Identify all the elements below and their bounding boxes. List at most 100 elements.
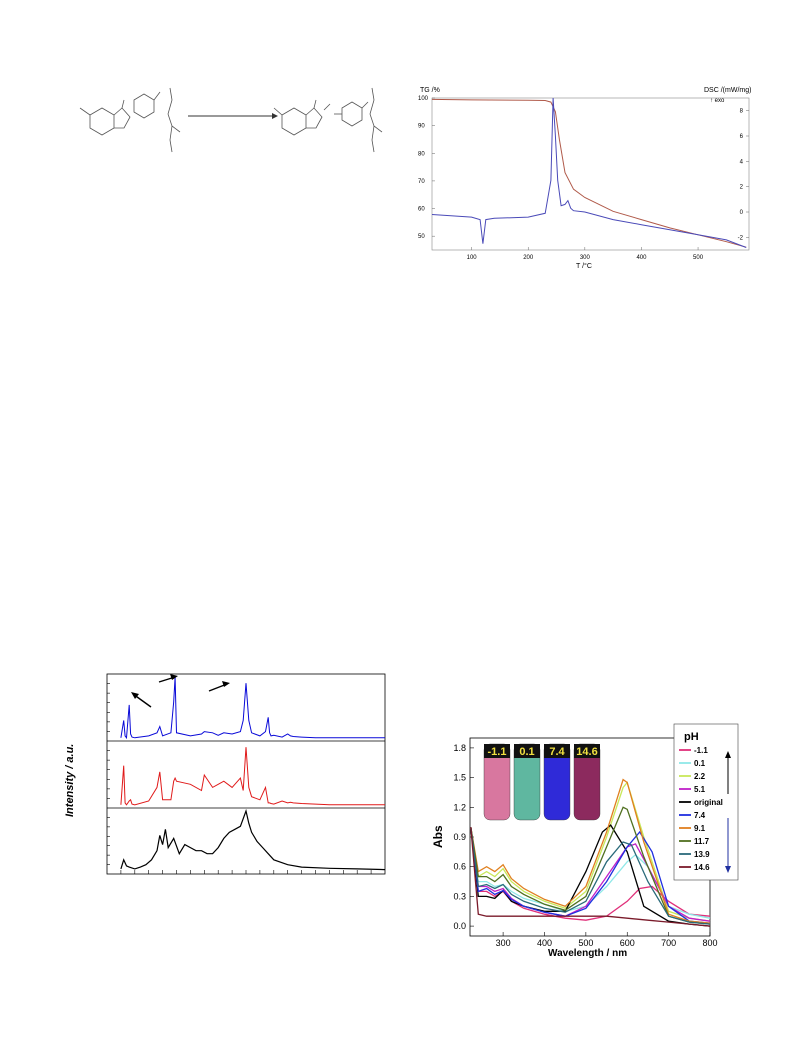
tg-x-tick-label: 100	[467, 255, 478, 261]
reaction-scheme	[60, 70, 400, 180]
dsc-tick-label: 0	[740, 210, 744, 216]
reactant-phenyl	[133, 91, 161, 119]
tg-x-tick-label: 200	[523, 255, 534, 261]
uvvis-x-ticks: 300 400 500 600 700 800	[496, 932, 718, 948]
tg-tick-label: 60	[418, 207, 425, 213]
vial-photos: -1.1 0.1 7.4 14.6	[483, 743, 601, 821]
uvvis-y-tick-label: 0.9	[453, 832, 466, 842]
absorption-curve	[470, 781, 711, 922]
vial-cap	[484, 744, 510, 758]
uvvis-y-tick-label: 1.5	[453, 773, 466, 783]
legend-arrows	[725, 751, 731, 873]
xrd-arrows	[131, 674, 230, 708]
tg-dsc-chart: TG /% DSC /(mW/mg) ↑ exo 100 90 80 70 60 50 8…	[418, 80, 758, 270]
vial-label: 7.4	[549, 746, 565, 758]
legend-label: 9.1	[694, 824, 706, 833]
xrd-pattern-bottom	[120, 808, 386, 871]
dsc-axis-label: DSC /(mW/mg)	[704, 87, 751, 94]
xrd-ticks	[107, 683, 372, 874]
tg-x-tick-label: 300	[580, 255, 591, 261]
uvvis-y-tick-label: 1.2	[453, 802, 466, 812]
legend-label: 0.1	[694, 759, 706, 768]
legend-entries: -1.1 0.1 2.2 5.1 original 7.4 9.1 11.7 13.9 14.6	[679, 746, 723, 872]
tg-x-ticks: 100 200 300 400 500	[467, 247, 704, 261]
uvvis-y-label: Abs	[431, 825, 445, 848]
arrow-1-head	[131, 692, 139, 699]
uvvis-x-tick-label: 400	[537, 938, 552, 948]
uvvis-y-tick-label: 0.3	[453, 891, 466, 901]
uvvis-x-tick-label: 800	[702, 938, 717, 948]
legend-arrow-up-head	[725, 751, 731, 758]
tg-curve	[431, 98, 747, 248]
product-indazole	[273, 99, 331, 136]
uvvis-svg: Abs 0.0 0.3 0.6 0.9 1.2 1.5 1.8 300 400 500 600 70…	[431, 723, 739, 959]
uvvis-x-tick-label: 500	[578, 938, 593, 948]
dsc-tick-label: 4	[740, 159, 744, 165]
tg-tick-label: 100	[418, 96, 429, 102]
vial-label: -1.1	[488, 746, 507, 758]
product-chain	[369, 87, 383, 153]
reaction-arrow	[188, 113, 278, 119]
legend-label: -1.1	[694, 746, 708, 755]
xrd-y-label: Intensity / a.u.	[64, 744, 76, 817]
uvvis-y-tick-label: 0.6	[453, 862, 466, 872]
uvvis-x-tick-label: 600	[620, 938, 635, 948]
dsc-tick-label: 6	[740, 134, 744, 140]
uvvis-chart: Abs 0.0 0.3 0.6 0.9 1.2 1.5 1.8 300 400 500 600 70…	[420, 718, 745, 959]
xrd-chart: Intensity / a.u.	[55, 665, 390, 880]
tg-tick-label: 80	[418, 151, 425, 157]
legend-label: 14.6	[694, 863, 710, 872]
dsc-curve	[431, 97, 747, 248]
legend-title: pH	[684, 731, 699, 743]
tg-y-ticks: 100 90 80 70 60 50	[418, 96, 435, 240]
absorption-curve	[470, 827, 711, 927]
vial-cap	[574, 744, 600, 758]
legend-label: 5.1	[694, 785, 706, 794]
tg-axis-label: TG /%	[420, 87, 440, 94]
legend-label: 2.2	[694, 772, 706, 781]
uvvis-y-tick-label: 1.8	[453, 743, 466, 753]
xrd-pattern-middle	[120, 747, 385, 806]
legend-label: original	[694, 798, 723, 807]
product-phenyl	[334, 101, 369, 127]
arrow-3-head	[222, 681, 230, 687]
absorption-curve	[470, 806, 711, 925]
xrd-pattern-top	[120, 676, 385, 740]
absorption-curve	[470, 827, 711, 925]
legend-label: 7.4	[694, 811, 706, 820]
arrow-2-head	[170, 674, 178, 680]
uvvis-y-tick-label: 0.0	[453, 921, 466, 931]
absorption-curve	[470, 778, 711, 924]
tg-plot-frame	[431, 97, 750, 251]
exo-label: ↑ exo	[710, 98, 725, 104]
tg-tick-label: 70	[418, 179, 425, 185]
dsc-y-ticks: 8 6 4 2 0 -2	[738, 109, 749, 241]
reaction-scheme-svg	[79, 87, 383, 153]
reactant-chain	[167, 87, 181, 153]
vial-label: 0.1	[519, 746, 534, 758]
vial-cap	[544, 744, 570, 758]
absorption-curve	[470, 824, 711, 927]
uvvis-y-ticks: 0.0 0.3 0.6 0.9 1.2 1.5 1.8	[453, 743, 474, 931]
vial-label: 14.6	[576, 746, 597, 758]
tg-tick-label: 50	[418, 234, 425, 240]
dsc-tick-label: -2	[738, 235, 744, 241]
dsc-tick-label: 8	[740, 109, 744, 115]
xrd-frame	[106, 673, 386, 875]
tg-x-axis-label: T /°C	[576, 262, 592, 270]
uvvis-x-tick-label: 300	[496, 938, 511, 948]
uvvis-x-tick-label: 700	[661, 938, 676, 948]
tg-tick-label: 90	[418, 124, 425, 130]
tg-x-tick-label: 400	[636, 255, 647, 261]
vial-cap	[514, 744, 540, 758]
legend-arrow-down-head	[725, 866, 731, 873]
reactant-indazole	[79, 99, 131, 136]
tg-x-tick-label: 500	[693, 255, 704, 261]
uvvis-curves	[470, 778, 711, 927]
legend-label: 11.7	[694, 837, 710, 846]
uvvis-x-label: Wavelength / nm	[548, 948, 627, 958]
dsc-tick-label: 2	[740, 185, 744, 191]
legend-label: 13.9	[694, 850, 710, 859]
xrd-svg: Intensity / a.u.	[64, 673, 386, 875]
